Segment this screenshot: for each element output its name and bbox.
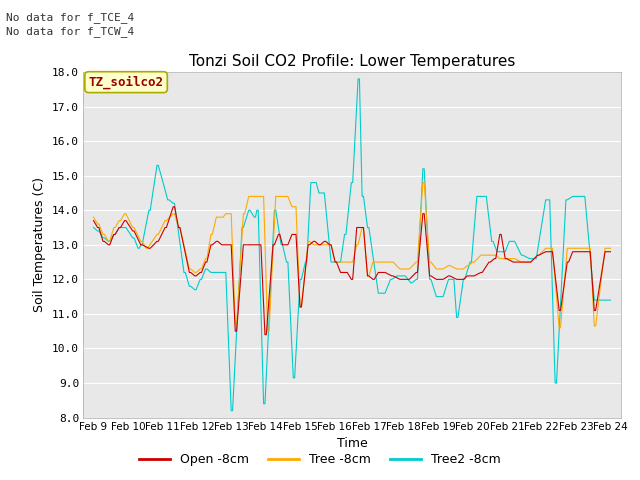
Line: Tree2 -8cm: Tree2 -8cm	[93, 79, 611, 411]
Tree2 -8cm	[607, 297, 614, 303]
Text: No data for f_TCE_4: No data for f_TCE_4	[6, 12, 134, 23]
Tree2 -8cm	[227, 408, 235, 414]
Tree2 -8cm	[90, 225, 97, 230]
Open -8cm	[261, 332, 269, 337]
Y-axis label: Soil Temperatures (C): Soil Temperatures (C)	[33, 177, 47, 312]
Tree -8cm	[607, 245, 614, 251]
Line: Open -8cm: Open -8cm	[93, 207, 611, 335]
Tree -8cm	[90, 214, 97, 220]
Tree2 -8cm	[358, 193, 366, 199]
Tree -8cm	[264, 328, 271, 334]
Tree -8cm	[605, 245, 613, 251]
Line: Tree -8cm: Tree -8cm	[93, 182, 611, 331]
Tree -8cm	[461, 265, 468, 271]
Tree2 -8cm	[354, 76, 362, 82]
Open -8cm	[170, 204, 177, 210]
Tree -8cm	[357, 230, 365, 236]
Open -8cm	[358, 225, 366, 230]
Tree2 -8cm	[605, 297, 613, 303]
Open -8cm	[461, 276, 468, 281]
Open -8cm	[108, 239, 115, 244]
Tree -8cm	[538, 250, 545, 255]
Legend: Open -8cm, Tree -8cm, Tree2 -8cm: Open -8cm, Tree -8cm, Tree2 -8cm	[134, 448, 506, 471]
Tree2 -8cm	[124, 227, 131, 232]
Title: Tonzi Soil CO2 Profile: Lower Temperatures: Tonzi Soil CO2 Profile: Lower Temperatur…	[189, 54, 515, 70]
Open -8cm	[90, 218, 97, 224]
Tree2 -8cm	[538, 222, 545, 228]
Tree -8cm	[419, 180, 427, 185]
Text: TZ_soilco2: TZ_soilco2	[88, 75, 164, 89]
Tree -8cm	[108, 234, 115, 240]
X-axis label: Time: Time	[337, 437, 367, 450]
Tree2 -8cm	[461, 276, 468, 282]
Open -8cm	[607, 249, 614, 254]
Open -8cm	[605, 249, 613, 254]
Open -8cm	[538, 251, 545, 257]
Text: No data for f_TCW_4: No data for f_TCW_4	[6, 26, 134, 37]
Open -8cm	[124, 220, 131, 226]
Tree -8cm	[124, 214, 131, 219]
Tree2 -8cm	[108, 236, 115, 242]
